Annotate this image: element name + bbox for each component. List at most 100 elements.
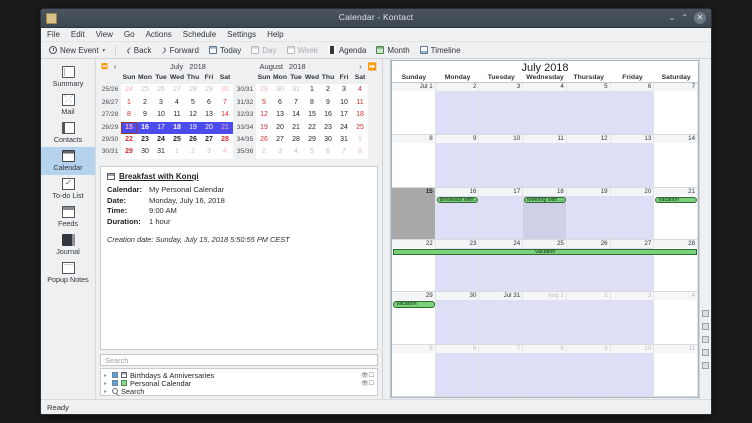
month-day-number[interactable]: 10: [479, 135, 524, 144]
minical-right-year[interactable]: 2018: [288, 62, 306, 71]
minical-day[interactable]: 23: [137, 134, 153, 147]
zoom-reset-icon[interactable]: [702, 349, 709, 356]
minical-day[interactable]: 5: [256, 96, 272, 110]
minical-day[interactable]: 25: [137, 84, 153, 97]
month-day-cell[interactable]: [654, 143, 698, 187]
month-day-number[interactable]: 8: [523, 344, 567, 353]
month-day-cell[interactable]: [479, 91, 524, 135]
month-day-number[interactable]: 9: [566, 344, 611, 353]
minical-day[interactable]: 8: [121, 109, 137, 122]
minical-day[interactable]: 26: [185, 134, 201, 147]
month-day-number[interactable]: 22: [392, 239, 436, 248]
minical-day[interactable]: 9: [137, 109, 153, 122]
month-day-cell[interactable]: [479, 195, 524, 239]
month-day-number[interactable]: 29: [392, 292, 436, 301]
month-day-number[interactable]: 15: [392, 187, 436, 196]
minical-week-row[interactable]: 30/31 29 30 31 1 2 3 4: [234, 84, 368, 97]
zoom-in-icon[interactable]: [702, 310, 709, 317]
minical-day[interactable]: 25: [169, 134, 185, 147]
minical-week-row[interactable]: 25/26 24 25 26 27 28 29 30: [99, 84, 233, 97]
minical-day[interactable]: 1: [304, 84, 320, 97]
chevron-down-icon[interactable]: ▾: [101, 47, 105, 54]
month-day-number[interactable]: 12: [567, 135, 611, 144]
minical-week-row[interactable]: 33/34 19 20 21 22 23 24 25: [234, 121, 368, 135]
minimize-icon[interactable]: ⌄: [668, 13, 676, 22]
month-day-number[interactable]: 30: [436, 292, 480, 301]
week-view-button[interactable]: Week: [284, 45, 321, 56]
minical-day[interactable]: 8: [352, 146, 368, 159]
month-day-cell[interactable]: [523, 300, 567, 344]
minical-day[interactable]: 29: [304, 134, 320, 147]
minicalendar-july[interactable]: Sun Mon Tue Wed Thu Fri Sat 25/26 24 25 26 27 28 29 30…: [99, 72, 233, 159]
menu-view[interactable]: View: [95, 30, 113, 39]
month-day-number[interactable]: 17: [479, 187, 524, 196]
minical-week-row[interactable]: 31/32 5 6 7 8 9 10 11: [234, 96, 368, 110]
minical-day[interactable]: 18: [352, 109, 368, 122]
month-week-row[interactable]: 29 30 Jul 31 Aug 1 2 3 4 Vacation: [392, 292, 698, 345]
minical-day[interactable]: 10: [336, 96, 352, 110]
month-day-cell[interactable]: [479, 352, 524, 396]
month-day-cell[interactable]: [435, 91, 480, 135]
minical-left-month[interactable]: July: [169, 62, 184, 71]
calendar-actions[interactable]: 👁☐: [361, 372, 374, 379]
month-week-row[interactable]: 8 9 10 11 12 13 14: [392, 135, 698, 188]
minical-day[interactable]: 30: [320, 134, 336, 147]
month-day-number[interactable]: 11: [523, 135, 567, 144]
minical-day[interactable]: 28: [288, 134, 304, 147]
minical-day[interactable]: 3: [272, 146, 288, 159]
month-day-number[interactable]: 4: [523, 83, 567, 91]
minical-day[interactable]: 19: [256, 121, 272, 135]
minical-day[interactable]: 13: [201, 109, 217, 122]
today-button[interactable]: Today: [206, 45, 244, 56]
minical-day[interactable]: 22: [121, 134, 137, 147]
minical-day[interactable]: 27: [272, 134, 288, 147]
minical-day[interactable]: 15: [121, 121, 137, 135]
minical-day[interactable]: 10: [153, 109, 169, 122]
month-day-number[interactable]: 4: [654, 292, 698, 301]
minical-day[interactable]: 13: [272, 109, 288, 122]
minical-week-row[interactable]: 29/30 22 23 24 25 26 27 28: [99, 134, 233, 147]
month-day-number[interactable]: 14: [654, 135, 698, 144]
minical-day[interactable]: 2: [320, 84, 336, 97]
list-item[interactable]: ▸ Search: [104, 387, 374, 396]
list-item[interactable]: ▸ Personal Calendar 👁☐: [104, 379, 374, 388]
minical-week-row[interactable]: 28/29 15 16 17 18 19 20 21: [99, 121, 233, 135]
minical-day[interactable]: 9: [320, 96, 336, 110]
minical-week-row[interactable]: 35/36 2 3 4 5 6 7 8: [234, 146, 368, 159]
minical-day[interactable]: 1: [352, 134, 368, 147]
minical-day[interactable]: 4: [352, 84, 368, 97]
calendar-event[interactable]: Vacation: [393, 301, 435, 308]
search-input[interactable]: Search: [100, 354, 378, 366]
minical-day[interactable]: 7: [288, 96, 304, 110]
week-number[interactable]: 30/31: [234, 84, 256, 97]
week-number[interactable]: 27/28: [99, 109, 121, 122]
minical-week-row[interactable]: 32/33 12 13 14 15 16 17 18: [234, 109, 368, 122]
minical-day[interactable]: 5: [185, 96, 201, 110]
expander-icon[interactable]: ▸: [104, 380, 108, 387]
minical-day[interactable]: 24: [121, 84, 137, 97]
week-number[interactable]: 32/33: [234, 109, 256, 122]
minical-day[interactable]: 29: [121, 146, 137, 159]
month-day-cell[interactable]: [479, 143, 524, 187]
minical-day[interactable]: 29: [256, 84, 272, 97]
month-day-number[interactable]: 9: [436, 135, 480, 144]
prev-month-icon[interactable]: ‹: [113, 62, 117, 71]
minical-week-row[interactable]: 27/28 8 9 10 11 12 13 14: [99, 109, 233, 122]
minical-day[interactable]: 6: [320, 146, 336, 159]
menu-edit[interactable]: Edit: [70, 30, 85, 39]
minical-day[interactable]: 4: [288, 146, 304, 159]
month-day-number[interactable]: 6: [435, 344, 480, 353]
month-day-cell[interactable]: [435, 143, 480, 187]
month-day-number[interactable]: 6: [611, 83, 655, 91]
month-week-row[interactable]: 5 6 7 8 9 10 11: [392, 344, 698, 397]
month-day-cell[interactable]: [566, 352, 611, 396]
month-day-cell[interactable]: [610, 91, 655, 135]
back-button[interactable]: ❮ Back: [123, 45, 155, 56]
new-event-button[interactable]: New Event ▾: [46, 45, 108, 56]
minical-day[interactable]: 24: [153, 134, 169, 147]
week-number[interactable]: 33/34: [234, 121, 256, 135]
month-day-number[interactable]: 13: [611, 135, 655, 144]
zoom-out-icon[interactable]: [702, 323, 709, 330]
month-day-number[interactable]: 19: [567, 187, 611, 196]
